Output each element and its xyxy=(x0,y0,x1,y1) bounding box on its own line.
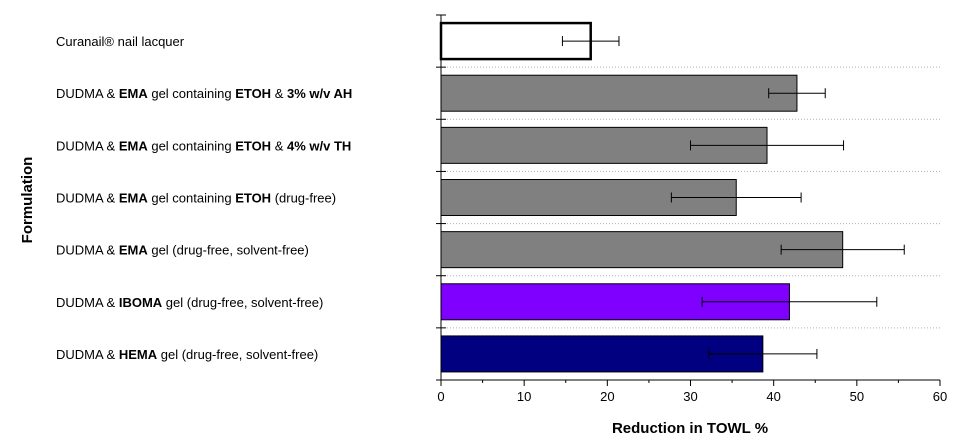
category-labels-group: Curanail® nail lacquer DUDMA & EMA gel co… xyxy=(56,34,352,362)
y-axis-title: Formulation xyxy=(19,157,36,244)
bar xyxy=(441,75,797,111)
x-tick-label: 10 xyxy=(517,389,531,404)
x-axis-title: Reduction in TOWL % xyxy=(612,420,768,437)
x-tick-label: 20 xyxy=(600,389,614,404)
x-tick-label: 60 xyxy=(933,389,947,404)
x-tick-label: 50 xyxy=(850,389,864,404)
x-tick-label: 40 xyxy=(766,389,780,404)
x-tick-label: 0 xyxy=(437,389,444,404)
category-label: DUDMA & EMA gel containing ETOH & 3% w/v… xyxy=(56,86,352,101)
x-tick-label: 30 xyxy=(683,389,697,404)
category-label: DUDMA & HEMA gel (drug-free, solvent-fre… xyxy=(56,347,318,362)
category-label: DUDMA & IBOMA gel (drug-free, solvent-fr… xyxy=(56,295,323,310)
category-label: Curanail® nail lacquer xyxy=(56,34,185,49)
category-label: DUDMA & EMA gel containing ETOH (drug-fr… xyxy=(56,191,336,206)
tick-labels-group: 0 10 20 30 40 50 60 xyxy=(437,389,947,404)
category-label: DUDMA & EMA gel containing ETOH & 4% w/v… xyxy=(56,138,351,153)
category-label: DUDMA & EMA gel (drug-free, solvent-free… xyxy=(56,243,309,258)
